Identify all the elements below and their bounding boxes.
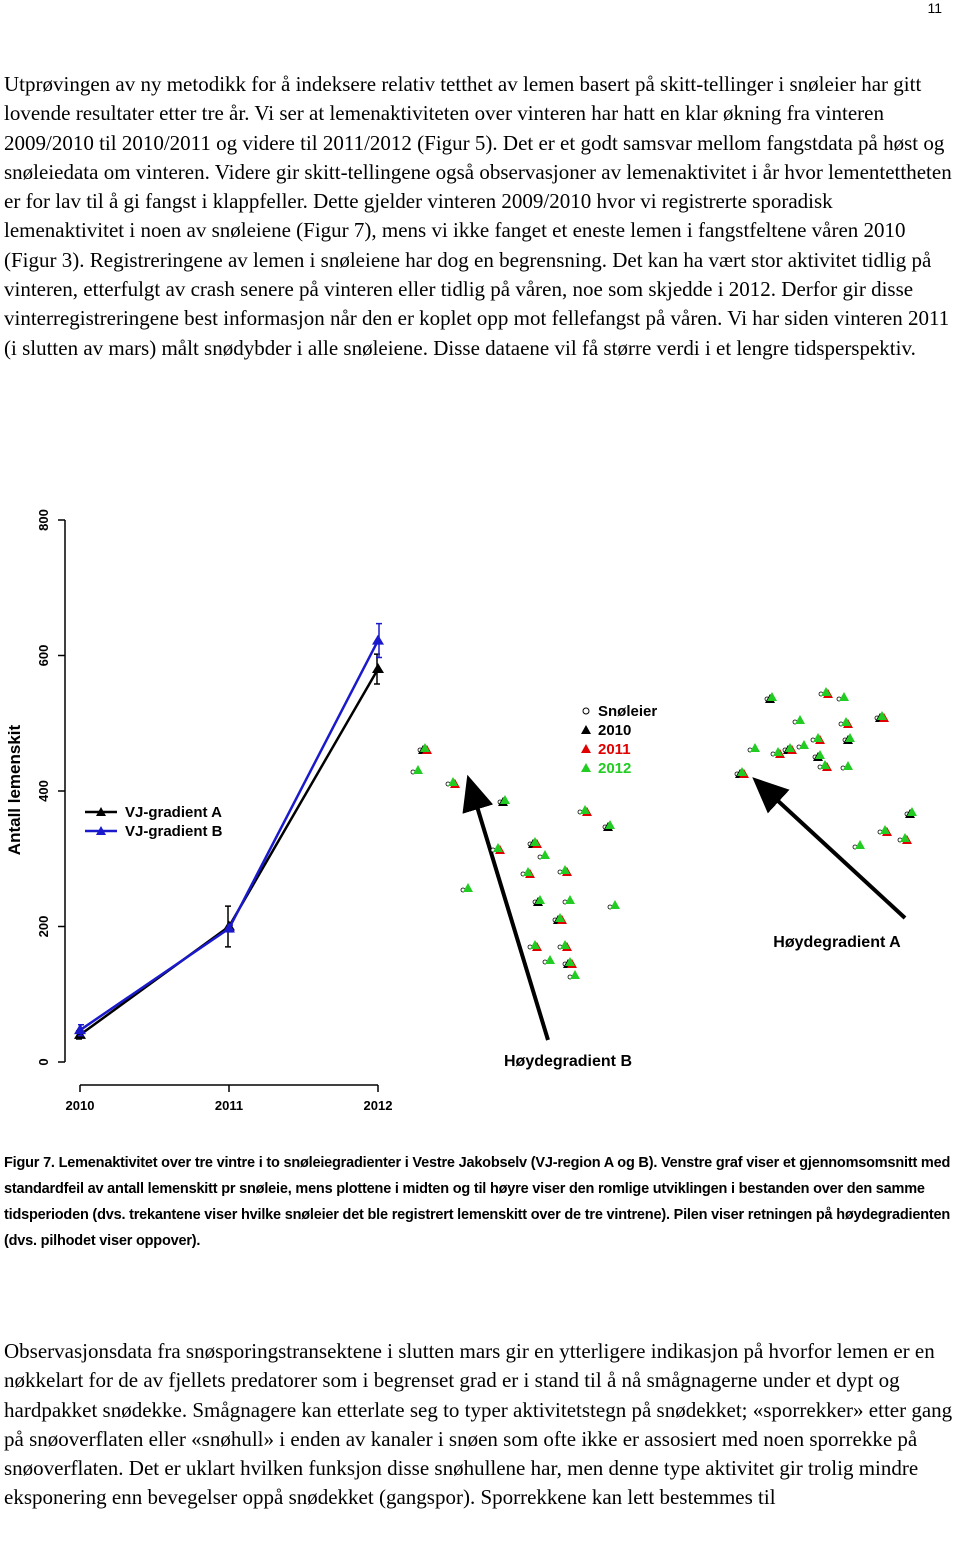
track-2012 bbox=[605, 820, 615, 829]
y-axis-label: Antall lemenskit bbox=[5, 724, 24, 855]
track-2012 bbox=[767, 692, 777, 701]
legend-marker bbox=[582, 707, 590, 715]
track-2012 bbox=[530, 837, 540, 846]
paragraph: Utprøvingen av ny metodikk for å indekse… bbox=[4, 72, 952, 360]
legend-label: Snøleier bbox=[598, 703, 657, 720]
legend-marker bbox=[581, 725, 591, 734]
track-2012 bbox=[900, 833, 910, 842]
x-tick-label: 2011 bbox=[215, 1098, 243, 1113]
legend-label: 2010 bbox=[598, 722, 631, 739]
arrow bbox=[462, 774, 550, 1041]
track-2012 bbox=[737, 767, 747, 776]
legend-label: VJ-gradient B bbox=[125, 823, 223, 840]
y-tick-label: 400 bbox=[36, 780, 51, 802]
track-2012 bbox=[841, 717, 851, 726]
track-2012 bbox=[530, 940, 540, 949]
track-2012 bbox=[560, 940, 570, 949]
legend-marker bbox=[96, 807, 106, 816]
legend-label: VJ-gradient A bbox=[125, 804, 222, 821]
track-2012 bbox=[463, 883, 473, 892]
track-2012 bbox=[880, 825, 890, 834]
paragraph: Observasjonsdata fra snøsporingstransekt… bbox=[4, 1339, 953, 1510]
track-2012 bbox=[545, 955, 555, 964]
data-point bbox=[372, 663, 384, 674]
track-2012 bbox=[785, 743, 795, 752]
figure-caption: Figur 7. Lemenaktivitet over tre vintre … bbox=[4, 1155, 951, 1249]
track-2012 bbox=[845, 733, 855, 742]
data-point bbox=[223, 922, 235, 933]
track-2012 bbox=[839, 692, 849, 701]
track-2012 bbox=[565, 895, 575, 904]
legend-label: 2011 bbox=[598, 741, 631, 758]
gradient-label: Høydegradient A bbox=[773, 934, 901, 951]
track-2012 bbox=[843, 761, 853, 770]
track-2012 bbox=[523, 867, 533, 876]
track-2012 bbox=[420, 743, 430, 752]
legend-marker bbox=[96, 826, 106, 835]
legend-marker bbox=[581, 763, 591, 772]
track-2012 bbox=[795, 715, 805, 724]
legend-marker bbox=[581, 744, 591, 753]
track-2012 bbox=[540, 850, 550, 859]
y-tick-label: 200 bbox=[36, 916, 51, 938]
track-2012 bbox=[560, 865, 570, 874]
track-2012 bbox=[773, 747, 783, 756]
y-tick-label: 800 bbox=[36, 509, 51, 531]
track-2012 bbox=[493, 843, 503, 852]
track-2012 bbox=[535, 895, 545, 904]
track-2012 bbox=[907, 807, 917, 816]
series-line bbox=[79, 668, 380, 1036]
track-2012 bbox=[570, 970, 580, 979]
track-2012 bbox=[750, 743, 760, 752]
track-2012 bbox=[610, 900, 620, 909]
track-2012 bbox=[821, 687, 831, 696]
data-point bbox=[372, 634, 384, 645]
y-tick-label: 0 bbox=[36, 1058, 51, 1065]
track-2012 bbox=[820, 760, 830, 769]
x-tick-label: 2012 bbox=[364, 1098, 393, 1113]
track-2012 bbox=[565, 957, 575, 966]
x-tick-label: 2010 bbox=[66, 1098, 95, 1113]
arrow bbox=[752, 777, 907, 920]
track-2012 bbox=[815, 750, 825, 759]
track-2012 bbox=[500, 795, 510, 804]
track-2012 bbox=[413, 765, 423, 774]
track-2012 bbox=[855, 840, 865, 849]
track-2012 bbox=[555, 913, 565, 922]
data-point bbox=[74, 1024, 86, 1035]
track-2012 bbox=[580, 805, 590, 814]
track-2012 bbox=[448, 777, 458, 786]
gradient-label: Høydegradient B bbox=[504, 1053, 632, 1070]
page-number: 11 bbox=[927, 0, 942, 16]
track-2012 bbox=[813, 733, 823, 742]
track-2012 bbox=[877, 711, 887, 720]
track-2012 bbox=[799, 740, 809, 749]
y-tick-label: 600 bbox=[36, 645, 51, 667]
legend-label: 2012 bbox=[598, 760, 631, 777]
